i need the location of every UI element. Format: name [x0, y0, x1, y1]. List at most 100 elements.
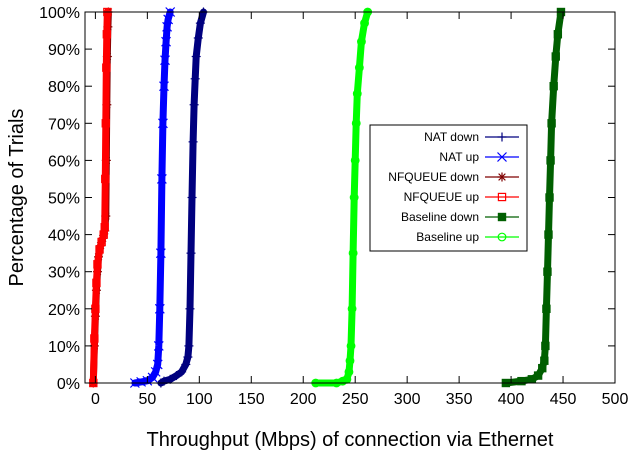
data-point: [348, 248, 358, 258]
data-point: [517, 376, 526, 386]
data-point: [183, 352, 193, 362]
data-point: [350, 155, 360, 165]
series-line-nat-up: [131, 8, 174, 387]
legend-marker: [497, 172, 507, 182]
data-point: [189, 100, 199, 110]
data-point: [344, 367, 354, 377]
legend-marker: [497, 152, 507, 162]
data-point: [101, 119, 110, 128]
y-tick-label: 30%: [48, 265, 80, 282]
data-point: [543, 267, 552, 276]
series-baseline-up: [311, 7, 373, 388]
data-point: [177, 367, 187, 377]
data-point: [154, 303, 165, 314]
y-tick-label: 0%: [57, 376, 80, 393]
data-point: [163, 14, 174, 25]
data-point: [161, 36, 171, 47]
data-point: [160, 55, 170, 66]
legend-marker: [497, 212, 507, 222]
data-point: [533, 371, 543, 380]
legend-item: Baseline up: [416, 230, 519, 244]
y-axis-ticks: 0% 10% 20% 30% 40% 50% 60% 70% 80% 90% 100%: [39, 5, 615, 393]
series-baseline-down: [501, 7, 566, 388]
legend-label: NFQUEUE down: [388, 170, 479, 184]
x-tick-label: 100: [186, 391, 213, 408]
data-point: [549, 81, 558, 91]
data-point: [547, 119, 556, 128]
data-point: [349, 193, 359, 202]
data-point: [185, 304, 195, 314]
x-tick-label: 400: [498, 391, 525, 408]
data-point: [191, 52, 201, 62]
legend-label: Baseline up: [416, 230, 479, 244]
x-tick-label: 450: [550, 391, 577, 408]
data-point: [190, 74, 200, 84]
legend-item: Baseline down: [401, 210, 519, 224]
data-point: [187, 193, 197, 202]
x-tick-label: 500: [602, 391, 629, 408]
legend-label: NAT up: [439, 150, 479, 164]
data-point: [351, 118, 361, 128]
data-point: [184, 341, 194, 351]
data-point: [153, 340, 164, 351]
data-point: [553, 30, 563, 39]
legend-item: NAT down: [424, 130, 519, 144]
legend-item: NAT up: [439, 150, 519, 164]
data-point: [193, 33, 203, 43]
data-point: [541, 341, 550, 351]
x-tick-label: 150: [238, 391, 265, 408]
series-nfqueue-up: [89, 7, 112, 388]
y-tick-label: 50%: [48, 191, 80, 208]
data-point: [360, 18, 369, 28]
data-point: [92, 278, 101, 288]
data-point: [158, 118, 168, 129]
data-point: [100, 222, 109, 232]
data-point: [159, 376, 169, 386]
x-tick-label: 250: [342, 391, 369, 408]
data-point: [544, 230, 553, 239]
data-point: [546, 156, 555, 165]
y-tick-label: 100%: [39, 5, 80, 22]
data-point: [102, 30, 112, 39]
x-tick-label: 0: [91, 391, 100, 408]
legend-item: NFQUEUE up: [404, 190, 519, 204]
data-point: [345, 356, 355, 366]
data-point: [352, 89, 362, 99]
data-point: [165, 374, 175, 384]
data-point: [338, 376, 348, 386]
y-tick-label: 20%: [48, 302, 80, 319]
data-point: [538, 363, 547, 373]
legend-label: NAT down: [424, 130, 479, 144]
y-axis-label: Percentage of Trials: [6, 109, 28, 287]
data-point: [90, 334, 99, 343]
data-point: [354, 63, 364, 73]
y-tick-label: 90%: [48, 42, 80, 59]
data-point: [155, 248, 166, 259]
y-tick-label: 70%: [48, 116, 80, 133]
data-point: [186, 248, 196, 258]
x-axis-ticks: 0 50 100 150 200 250 300 350 400 450 500: [91, 12, 629, 408]
data-point: [171, 371, 181, 381]
data-point: [551, 52, 560, 61]
data-point: [188, 137, 198, 147]
legend-marker: [497, 232, 507, 242]
data-point: [152, 359, 163, 370]
series-nat-down: [156, 7, 208, 388]
data-point: [181, 359, 191, 369]
data-point: [545, 193, 554, 202]
data-point: [101, 174, 110, 184]
x-tick-label: 350: [446, 391, 473, 408]
data-point: [147, 372, 158, 383]
data-point: [150, 366, 161, 377]
data-point: [136, 376, 147, 387]
legend-label: Baseline down: [401, 210, 479, 224]
series-line-nfqueue-up: [89, 8, 111, 387]
y-tick-label: 10%: [48, 339, 80, 356]
plot-marks: [88, 7, 566, 388]
legend: NAT down NAT up NFQUEUE down NFQUEUE up Base…: [369, 124, 528, 252]
data-point: [542, 304, 551, 314]
legend-box: [369, 124, 528, 252]
data-point: [159, 81, 169, 92]
data-point: [540, 356, 549, 365]
